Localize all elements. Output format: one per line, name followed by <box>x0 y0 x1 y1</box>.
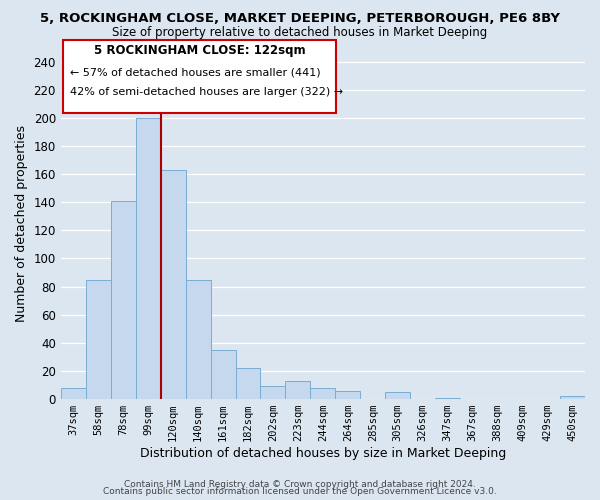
Bar <box>435 398 460 399</box>
Text: 5, ROCKINGHAM CLOSE, MARKET DEEPING, PETERBOROUGH, PE6 8BY: 5, ROCKINGHAM CLOSE, MARKET DEEPING, PET… <box>40 12 560 26</box>
Bar <box>385 392 410 399</box>
Bar <box>111 201 136 399</box>
Bar <box>560 396 585 399</box>
X-axis label: Distribution of detached houses by size in Market Deeping: Distribution of detached houses by size … <box>140 447 506 460</box>
Bar <box>286 381 310 399</box>
Bar <box>236 368 260 399</box>
Bar <box>136 118 161 399</box>
Text: 42% of semi-detached houses are larger (322) →: 42% of semi-detached houses are larger (… <box>70 88 343 98</box>
Bar <box>86 280 111 399</box>
Text: Contains public sector information licensed under the Open Government Licence v3: Contains public sector information licen… <box>103 487 497 496</box>
Text: Size of property relative to detached houses in Market Deeping: Size of property relative to detached ho… <box>112 26 488 39</box>
Text: Contains HM Land Registry data © Crown copyright and database right 2024.: Contains HM Land Registry data © Crown c… <box>124 480 476 489</box>
Bar <box>161 170 185 399</box>
Bar <box>185 280 211 399</box>
Text: 5 ROCKINGHAM CLOSE: 122sqm: 5 ROCKINGHAM CLOSE: 122sqm <box>94 44 305 57</box>
Bar <box>310 388 335 399</box>
Bar <box>61 388 86 399</box>
Bar <box>211 350 236 399</box>
Y-axis label: Number of detached properties: Number of detached properties <box>15 125 28 322</box>
Bar <box>260 386 286 399</box>
Bar <box>335 390 361 399</box>
Text: ← 57% of detached houses are smaller (441): ← 57% of detached houses are smaller (44… <box>70 68 321 78</box>
